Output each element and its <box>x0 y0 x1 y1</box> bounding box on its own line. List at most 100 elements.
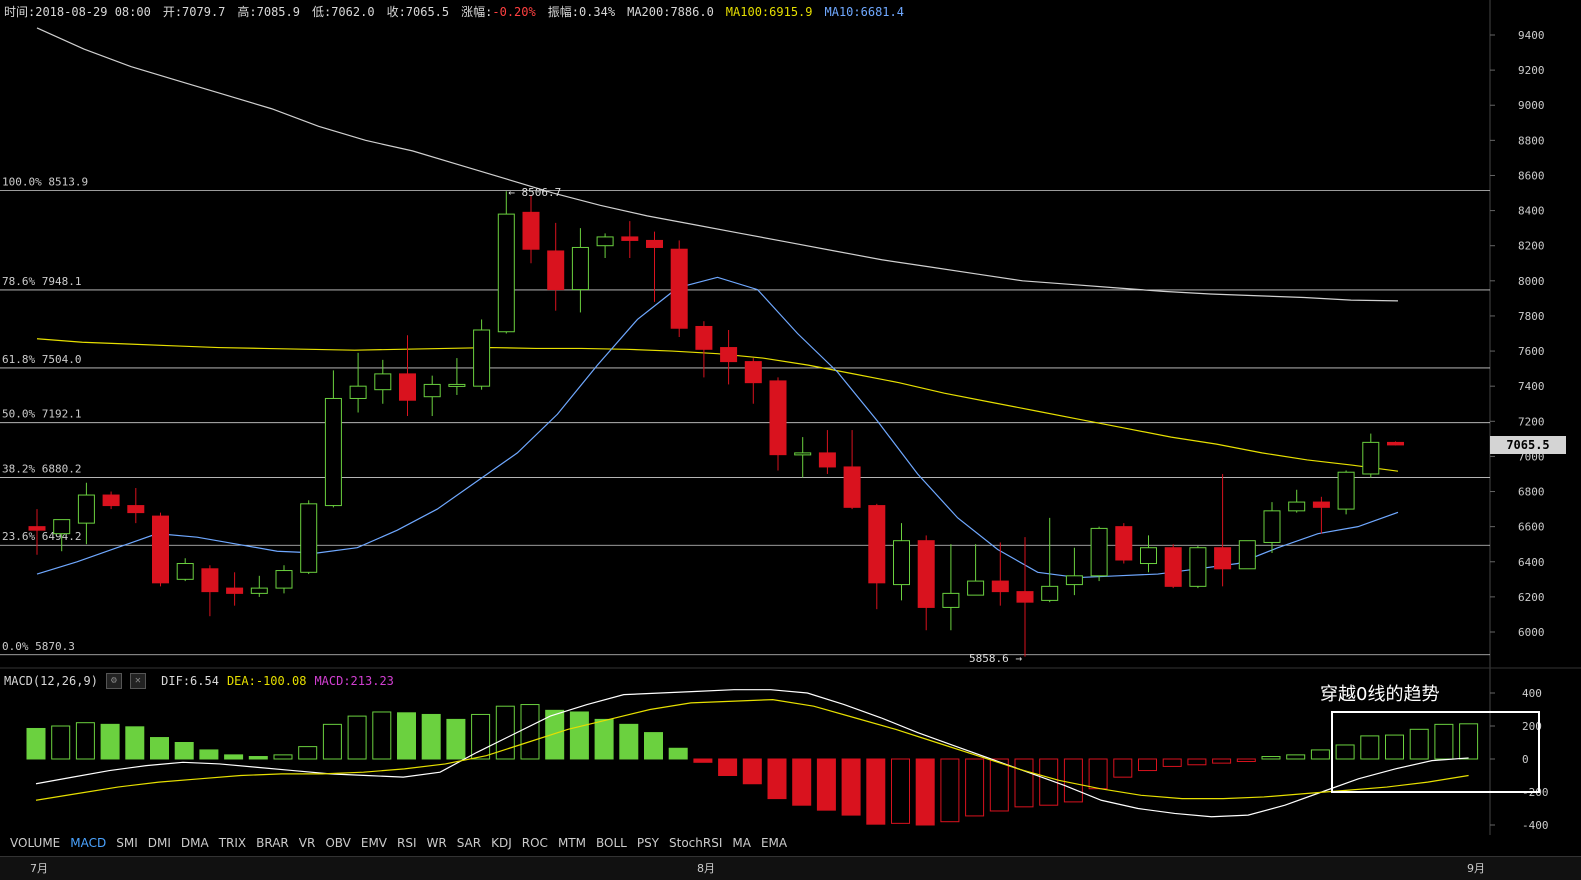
candle-body <box>621 236 639 241</box>
candle-body <box>1312 501 1330 508</box>
fib-level-label: 78.6% 7948.1 <box>2 275 81 288</box>
tab-emv[interactable]: EMV <box>360 836 388 850</box>
macd-bar <box>545 709 565 760</box>
candle-body <box>349 385 367 399</box>
candle-body <box>226 587 244 594</box>
tab-ma[interactable]: MA <box>732 836 751 850</box>
macd-bar <box>174 742 194 760</box>
tab-mtm[interactable]: MTM <box>557 836 586 850</box>
fib-level-label: 61.8% 7504.0 <box>2 353 81 366</box>
macd-y-tick-label: 400 <box>1522 687 1542 700</box>
macd-bar <box>1014 758 1034 808</box>
macd-bar <box>1286 754 1306 760</box>
open-readout: 开:7079.7 <box>162 5 226 19</box>
tab-stochrsi[interactable]: StochRSI <box>669 836 723 850</box>
candle-body <box>201 568 219 593</box>
macd-bar <box>989 758 1009 812</box>
dif-readout: DIF:6.54 <box>161 673 219 688</box>
macd-bar <box>841 758 861 816</box>
change-label: 涨幅: <box>461 5 493 19</box>
candle-body <box>1189 547 1207 587</box>
tab-rsi[interactable]: RSI <box>397 836 417 850</box>
macd-bar <box>1063 758 1083 803</box>
macd-bar <box>1310 749 1330 760</box>
candle-body <box>102 494 120 507</box>
tab-obv[interactable]: OBV <box>325 836 351 850</box>
candle-body <box>942 592 960 608</box>
ma100-line <box>36 338 1399 472</box>
macd-bar <box>940 758 960 823</box>
ma10-readout: MA10:6681.4 <box>824 5 904 19</box>
macd-bar <box>767 758 787 800</box>
macd-bar <box>816 758 836 811</box>
candle-body <box>448 383 466 387</box>
y-tick-label: 9000 <box>1518 99 1545 112</box>
tab-smi[interactable]: SMI <box>116 836 138 850</box>
close-icon[interactable]: ✕ <box>129 673 146 689</box>
macd-title: MACD(12,26,9) <box>4 673 98 688</box>
macd-bar <box>693 758 713 763</box>
tab-psy[interactable]: PSY <box>636 836 660 850</box>
macd-bar <box>1162 758 1182 767</box>
max-price-label: ← 8506.7 <box>508 186 561 199</box>
candle-body <box>1238 540 1256 570</box>
y-tick-label: 6600 <box>1518 521 1545 534</box>
macd-bar <box>1360 735 1380 760</box>
tab-sar[interactable]: SAR <box>456 836 482 850</box>
y-tick-label: 9200 <box>1518 64 1545 77</box>
candle-body <box>1090 527 1108 577</box>
macd-bar <box>1088 758 1108 790</box>
y-tick-label: 7800 <box>1518 310 1545 323</box>
ohlc-info-bar: 时间:2018-08-29 08:00 开:7079.7 高:7085.9 低:706… <box>4 3 916 20</box>
tab-macd[interactable]: MACD <box>70 836 107 850</box>
y-tick-label: 6000 <box>1518 626 1545 639</box>
tab-roc[interactable]: ROC <box>521 836 548 850</box>
tab-boll[interactable]: BOLL <box>595 836 627 850</box>
tab-kdj[interactable]: KDJ <box>491 836 512 850</box>
tab-volume[interactable]: VOLUME <box>10 836 61 850</box>
candle-body <box>670 248 688 329</box>
macd-bar <box>75 722 95 760</box>
min-price-label: 5858.6 → <box>969 652 1022 665</box>
time-readout: 时间:2018-08-29 08:00 <box>4 5 151 19</box>
settings-icon[interactable]: ⚙ <box>105 673 122 689</box>
macd-bar <box>1459 723 1479 760</box>
y-tick-label: 7400 <box>1518 380 1545 393</box>
y-tick-label: 8400 <box>1518 205 1545 218</box>
tab-dmi[interactable]: DMI <box>147 836 171 850</box>
candle-body <box>399 373 416 401</box>
ma200-readout: MA200:7886.0 <box>627 5 714 19</box>
candle-body <box>794 452 812 456</box>
tab-dma[interactable]: DMA <box>180 836 209 850</box>
candle-body <box>695 325 713 350</box>
dea-line <box>35 698 1469 801</box>
y-tick-label: 8200 <box>1518 240 1545 253</box>
current-price-tag: 7065.5 <box>1490 436 1566 454</box>
macd-bar <box>150 737 169 760</box>
tab-trix[interactable]: TRIX <box>218 836 247 850</box>
close-readout: 收:7065.5 <box>386 5 450 19</box>
macd-bar <box>1187 758 1207 766</box>
macd-bar <box>891 758 910 824</box>
tab-vr[interactable]: VR <box>298 836 316 850</box>
candle-body <box>547 250 565 291</box>
macd-bar <box>718 758 738 776</box>
candle-body <box>991 580 1009 593</box>
candle-body <box>1362 441 1380 475</box>
candle-body <box>843 466 861 508</box>
candle-body <box>818 452 836 468</box>
tab-ema[interactable]: EMA <box>760 836 788 850</box>
candle-body <box>324 397 342 507</box>
y-tick-label: 7200 <box>1518 415 1545 428</box>
macd-bar <box>273 754 293 760</box>
macd-bar <box>1212 758 1232 764</box>
candle-body <box>1041 585 1059 601</box>
highlight-box <box>1331 711 1540 793</box>
macd-bar <box>372 711 392 760</box>
tab-brar[interactable]: BRAR <box>256 836 289 850</box>
macd-bar <box>421 713 441 760</box>
tab-wr[interactable]: WR <box>426 836 447 850</box>
candle-body <box>176 563 194 580</box>
macd-bar <box>298 746 318 760</box>
